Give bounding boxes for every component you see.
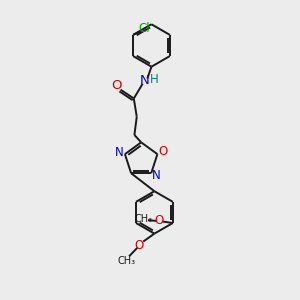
Text: O: O <box>135 239 144 252</box>
Text: O: O <box>154 214 163 226</box>
Text: CH₃: CH₃ <box>134 214 152 224</box>
Text: N: N <box>140 74 150 87</box>
Text: O: O <box>158 145 167 158</box>
Text: CH₃: CH₃ <box>118 256 136 266</box>
Text: H: H <box>150 73 159 86</box>
Text: N: N <box>152 169 161 182</box>
Text: Cl: Cl <box>139 22 150 35</box>
Text: N: N <box>115 146 124 159</box>
Text: O: O <box>111 79 122 92</box>
